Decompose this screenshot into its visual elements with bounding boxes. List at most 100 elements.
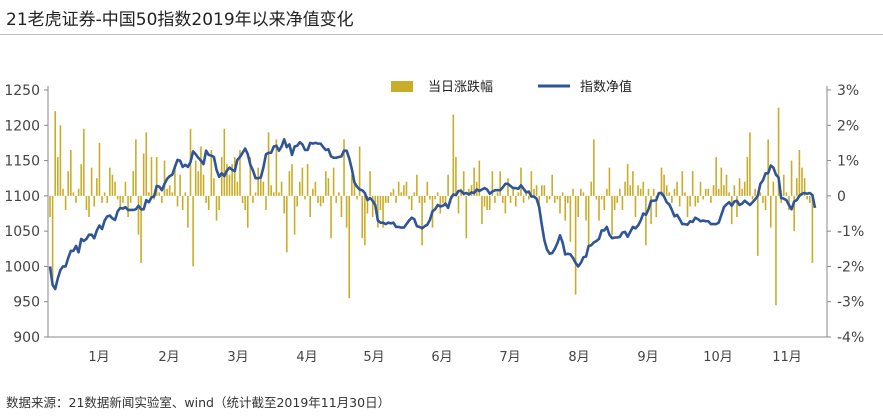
bar	[88, 195, 90, 218]
bar	[124, 181, 127, 196]
bar	[158, 192, 161, 196]
bar	[725, 174, 728, 196]
bar	[595, 195, 598, 200]
bar	[296, 195, 298, 207]
bar	[606, 188, 608, 196]
title-divider	[0, 34, 883, 35]
bar	[64, 195, 67, 210]
bar	[668, 192, 671, 196]
bar	[442, 195, 444, 203]
right-tick-label: 2%	[837, 118, 859, 134]
bar	[483, 195, 486, 207]
bar	[738, 178, 741, 196]
source-note: 数据来源：21数据新闻实验室、wind（统计截至2019年11月30日）	[6, 395, 391, 410]
bar	[239, 149, 241, 196]
bar	[291, 164, 293, 196]
bar	[710, 195, 712, 203]
bar	[795, 178, 798, 196]
bar	[546, 195, 548, 203]
bar	[278, 192, 280, 196]
bar	[590, 181, 593, 196]
bar	[642, 181, 645, 196]
x-tick-label: 11月	[772, 350, 802, 365]
bar	[603, 195, 606, 210]
bar	[62, 188, 64, 196]
bar	[103, 192, 106, 196]
bar	[473, 167, 475, 196]
bar	[650, 195, 652, 225]
bar	[663, 174, 665, 196]
bar	[660, 167, 663, 196]
page-title: 21老虎证券-中国50指数2019年以来净值变化	[6, 10, 354, 30]
left-tick-label: 1250	[4, 83, 40, 99]
bar	[462, 171, 465, 196]
x-tick-label: 7月	[499, 350, 520, 365]
bar	[535, 185, 538, 196]
bar	[59, 125, 62, 196]
bar	[509, 195, 512, 203]
bar	[54, 111, 56, 196]
bar	[371, 195, 374, 218]
bar	[129, 195, 132, 203]
x-tick-label: 2月	[158, 350, 179, 365]
bar	[619, 188, 621, 196]
bar	[361, 195, 364, 239]
bar	[746, 157, 749, 196]
bar	[254, 192, 257, 196]
bar	[465, 195, 468, 239]
bar	[514, 195, 517, 207]
bar	[285, 195, 288, 253]
bar	[645, 195, 647, 246]
bar	[205, 195, 207, 203]
bar	[122, 195, 124, 203]
bar	[717, 188, 720, 196]
bar	[707, 188, 710, 196]
bar	[137, 195, 140, 235]
bar	[798, 149, 801, 196]
bar	[400, 192, 403, 196]
bar	[85, 195, 88, 210]
bar	[751, 195, 754, 200]
bar	[267, 132, 270, 196]
bar	[520, 167, 522, 196]
bar	[423, 195, 426, 203]
bar	[410, 195, 413, 210]
bar	[533, 188, 535, 196]
bar	[369, 171, 371, 196]
bar	[135, 139, 137, 196]
bar	[665, 185, 668, 196]
bar	[593, 139, 595, 196]
bar	[486, 195, 488, 210]
bar	[439, 195, 442, 214]
bar	[525, 192, 527, 196]
legend-label: 指数净值	[580, 79, 632, 95]
chart: 1250 1200 1150 1100 1050 1000 950 900 3% 2% 1% 0 -1%…	[4, 79, 864, 365]
bar	[161, 195, 163, 203]
bar	[168, 185, 171, 196]
bar	[374, 195, 377, 203]
bar	[57, 157, 59, 196]
bar	[49, 195, 51, 218]
bar	[351, 174, 353, 196]
legend-label: 当日涨跌幅	[428, 79, 493, 95]
bar	[408, 195, 410, 200]
bar	[522, 195, 525, 203]
bar	[101, 195, 103, 203]
bar	[764, 195, 767, 210]
bar	[197, 171, 200, 196]
bar	[220, 157, 223, 196]
bar	[491, 171, 494, 196]
bar	[611, 195, 613, 235]
bar	[741, 188, 743, 196]
bar	[265, 195, 267, 210]
bar	[634, 195, 637, 218]
left-tick-label: 1000	[4, 259, 40, 275]
bar	[179, 174, 181, 196]
bar	[132, 171, 135, 196]
bar	[155, 157, 158, 196]
bar	[447, 174, 449, 196]
legend-swatch-bar	[391, 81, 413, 92]
bar	[116, 195, 119, 200]
bar	[306, 164, 309, 196]
bar	[598, 195, 600, 221]
